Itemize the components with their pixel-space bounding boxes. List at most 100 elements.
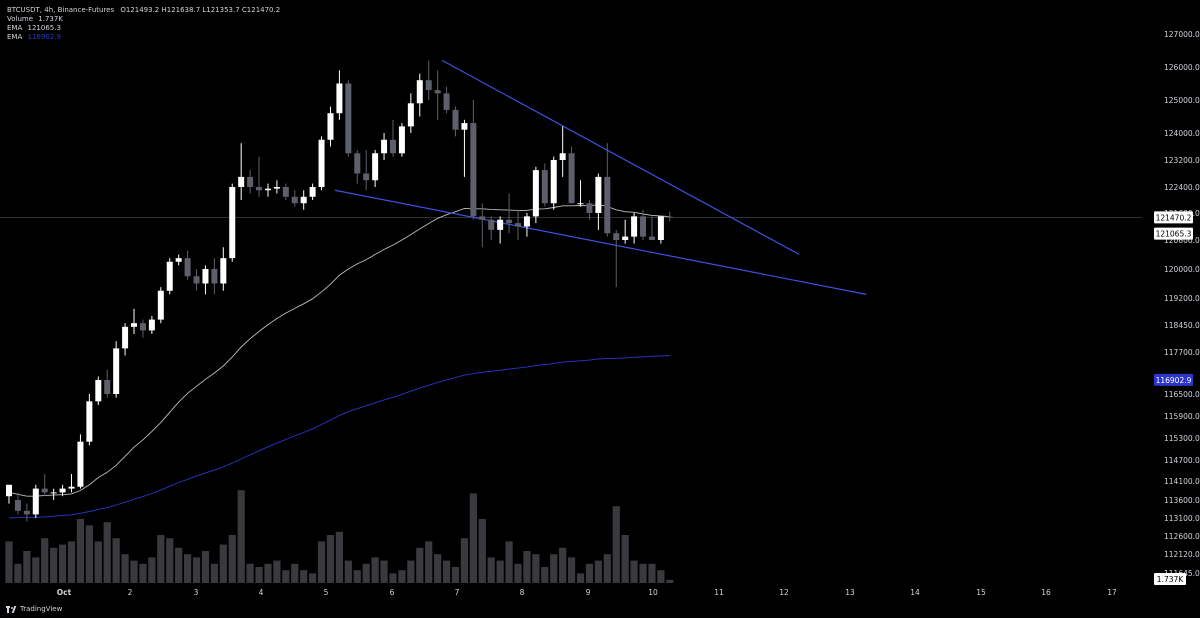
candle-up: [622, 219, 629, 244]
price-tick-label: 120000.0: [1164, 265, 1200, 274]
candle-down: [345, 80, 352, 157]
candle-down: [452, 106, 459, 137]
candle-body: [291, 196, 298, 204]
volume-bar: [317, 541, 326, 583]
candle-up: [398, 123, 405, 157]
candle-body: [122, 326, 129, 349]
candle-body: [631, 216, 638, 237]
candle-body: [407, 103, 414, 127]
time-tick-label: 10: [648, 588, 658, 597]
volume-bar: [103, 522, 111, 583]
candle-up: [131, 308, 138, 334]
time-tick-label: 8: [520, 588, 525, 597]
candle-up: [631, 213, 638, 244]
price-tick-label: 124000.0: [1164, 129, 1200, 138]
candle-body: [363, 173, 370, 181]
volume-bar: [264, 563, 272, 583]
candle-body: [175, 258, 182, 262]
candle-down: [479, 203, 486, 248]
last-price-tag: 121470.2: [1154, 211, 1193, 224]
candle-body: [452, 109, 459, 130]
candle-body: [336, 83, 343, 114]
price-tick-label: 127000.0: [1164, 30, 1200, 39]
price-tick-label: 113100.0: [1164, 514, 1200, 523]
candle-up: [559, 126, 566, 177]
candle-body: [381, 139, 388, 154]
candle-down: [193, 269, 200, 291]
candle-body: [131, 323, 138, 327]
volume-bar: [184, 554, 192, 583]
volume-bar: [32, 557, 40, 583]
candle-up: [148, 316, 155, 334]
candle-up: [577, 180, 584, 207]
time-tick-label: 12: [779, 588, 789, 597]
volume-bar: [460, 538, 469, 583]
volume-bar: [532, 554, 540, 583]
time-axis[interactable]: Oct 2 3 4 5 6 7 8 9 10 11 12 13 14 15 16 17: [57, 588, 1117, 597]
volume-bar: [398, 570, 406, 583]
candle-down: [247, 170, 254, 194]
candle-up: [32, 484, 39, 518]
candle-body: [273, 187, 280, 189]
volume-bar: [666, 579, 674, 583]
volume-bar: [505, 541, 513, 583]
candle-down: [389, 119, 396, 157]
volume-bar: [353, 570, 361, 583]
candle-body: [104, 380, 111, 394]
tradingview-logo-icon: [6, 605, 17, 613]
candle-down: [14, 492, 21, 515]
candle-body: [398, 126, 405, 154]
volume-bar: [603, 554, 611, 583]
volume-bar: [380, 560, 388, 583]
time-tick-label: 14: [910, 588, 920, 597]
candle-up: [95, 376, 102, 405]
candle-body: [229, 187, 236, 259]
volume-bar: [612, 506, 620, 583]
candle-body: [523, 216, 530, 227]
candle-body: [327, 113, 334, 140]
volume-bar: [496, 560, 504, 583]
candle-down: [613, 229, 620, 288]
candle-up: [166, 258, 173, 295]
chart-legend: BTCUSDT, 4h, Binance-Futures O121493.2 H…: [7, 6, 280, 42]
volume-bar: [58, 544, 67, 583]
candle-down: [354, 149, 361, 184]
volume-bar: [192, 557, 201, 583]
candle-body: [220, 258, 227, 284]
candle-up: [381, 133, 388, 160]
candle-body: [309, 187, 316, 197]
volume-bar: [541, 567, 549, 583]
volume-bar: [657, 570, 665, 583]
candle-body: [541, 170, 548, 204]
ema-fast-tag: 121065.3: [1154, 227, 1193, 240]
candle-body: [300, 196, 307, 204]
volume-bar: [210, 563, 218, 583]
candle-body: [148, 319, 155, 331]
volume-bar: [291, 563, 299, 583]
tradingview-logo[interactable]: TradingView: [6, 605, 62, 613]
volume-bar: [434, 554, 442, 583]
time-tick-label: 16: [1041, 588, 1051, 597]
price-tick-label: 125000.0: [1164, 96, 1200, 105]
price-tick-label: 123200.0: [1164, 156, 1200, 165]
ema-slow-tag-background: [1154, 373, 1193, 386]
price-tick-label: 113600.0: [1164, 496, 1200, 505]
legend-volume-row: Volume 1.737K: [7, 15, 280, 24]
volume-bar: [85, 525, 93, 583]
candle-up: [372, 149, 379, 187]
candle-down: [23, 503, 30, 522]
price-tick-label: 112120.0: [1164, 550, 1200, 559]
volume-bar: [442, 560, 451, 583]
volume-bar: [41, 538, 49, 583]
ema-slow-line: [8, 355, 670, 519]
time-tick-label: 17: [1107, 588, 1117, 597]
time-tick-label: 4: [259, 588, 264, 597]
volume-bar: [139, 563, 147, 583]
price-tags: 121470.2 121065.3 116902.9 1.737K: [1154, 211, 1193, 585]
volume-bar: [282, 570, 290, 583]
candle-body: [41, 488, 48, 493]
ema-slow-tag: 116902.9: [1154, 373, 1193, 386]
volume-bar: [451, 567, 460, 583]
